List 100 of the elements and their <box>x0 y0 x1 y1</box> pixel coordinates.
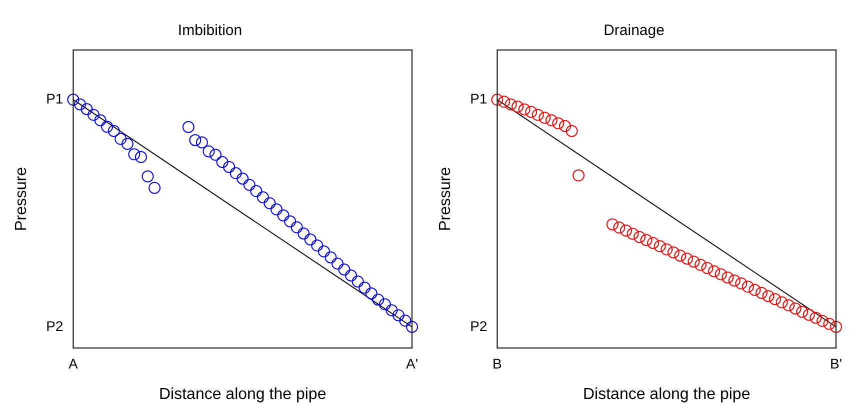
chart-title: Imbibition <box>178 22 242 40</box>
point <box>512 100 524 113</box>
point <box>134 151 147 164</box>
point <box>674 250 686 262</box>
point <box>386 304 398 316</box>
point <box>202 145 215 158</box>
point <box>823 318 836 330</box>
point <box>613 222 626 234</box>
point <box>748 284 761 296</box>
text: P2 <box>46 318 64 334</box>
point <box>769 293 782 306</box>
point <box>660 243 673 256</box>
point <box>701 262 714 274</box>
point <box>352 275 364 288</box>
x-tick-label: A <box>68 355 79 372</box>
point <box>789 302 802 315</box>
point <box>762 290 774 302</box>
point <box>491 94 504 106</box>
point <box>142 170 154 182</box>
point <box>290 221 303 234</box>
point <box>708 265 720 278</box>
point <box>810 312 822 324</box>
point <box>196 136 208 148</box>
y-axis-title: Pressure <box>437 166 454 232</box>
point <box>298 228 310 240</box>
point <box>755 286 768 299</box>
point <box>545 114 558 126</box>
point <box>776 296 788 308</box>
point <box>647 236 660 249</box>
point <box>216 156 228 168</box>
point <box>318 245 330 258</box>
point <box>620 224 632 237</box>
point <box>338 264 350 276</box>
point <box>311 239 324 252</box>
point <box>406 320 418 333</box>
point <box>88 108 100 121</box>
point <box>67 94 80 106</box>
point <box>74 98 86 110</box>
point <box>626 228 639 240</box>
point <box>538 112 551 124</box>
point <box>558 120 571 132</box>
point <box>189 134 202 146</box>
point <box>796 306 808 318</box>
point <box>532 108 544 121</box>
point <box>694 258 706 271</box>
point <box>498 96 510 108</box>
point <box>101 120 114 133</box>
point <box>345 269 358 282</box>
point <box>264 197 276 210</box>
point <box>324 251 337 264</box>
point <box>816 314 828 327</box>
point <box>640 234 652 246</box>
point <box>742 280 754 293</box>
point <box>728 274 740 286</box>
point <box>209 148 222 161</box>
point <box>525 106 538 118</box>
point <box>236 172 249 185</box>
point <box>114 132 127 145</box>
x-tick-label: B' <box>830 355 842 372</box>
chart-title: Drainage <box>604 22 664 40</box>
point <box>304 233 316 246</box>
point <box>250 185 262 198</box>
x-axis-title: Distance along the pipe <box>582 386 750 403</box>
point <box>667 246 680 258</box>
point <box>230 167 242 180</box>
point <box>121 138 134 150</box>
point <box>722 271 734 284</box>
point <box>399 314 412 327</box>
x-axis-title: Distance along the pipe <box>158 386 326 403</box>
point <box>688 256 700 268</box>
point <box>392 309 404 322</box>
point <box>223 160 236 173</box>
point <box>572 169 585 182</box>
text: P2 <box>470 318 488 334</box>
x-tick-label: B <box>492 355 502 372</box>
point <box>243 178 256 191</box>
point <box>277 209 290 222</box>
point <box>80 103 93 116</box>
point <box>358 282 371 294</box>
point <box>365 287 378 300</box>
point <box>256 191 269 204</box>
point <box>606 218 618 230</box>
x-tick-label: A' <box>406 355 418 372</box>
text: P1 <box>46 90 64 107</box>
point <box>633 230 646 243</box>
point <box>714 268 727 280</box>
point <box>802 308 815 321</box>
point <box>680 252 693 265</box>
point <box>518 103 530 116</box>
point <box>331 258 344 270</box>
point <box>566 124 578 137</box>
point <box>270 203 282 216</box>
point <box>148 182 161 194</box>
point <box>128 148 140 160</box>
point <box>504 98 517 110</box>
point <box>378 298 391 310</box>
point <box>182 120 194 133</box>
point <box>552 117 564 130</box>
point <box>654 240 666 252</box>
point <box>735 277 748 290</box>
